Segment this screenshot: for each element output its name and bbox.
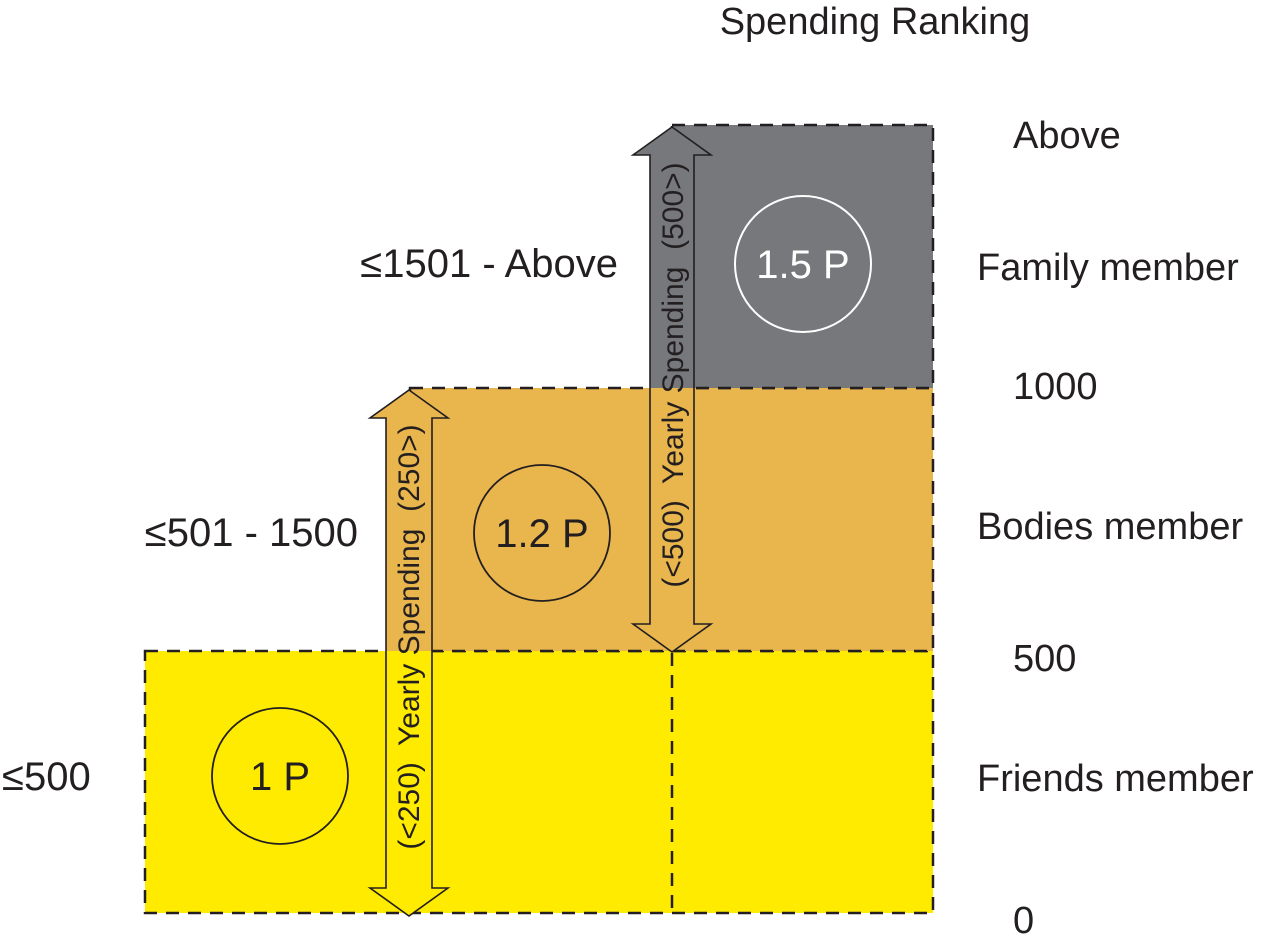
axis-label-above: Above xyxy=(1013,115,1121,157)
axis-label-500: 500 xyxy=(1013,638,1076,680)
friends-points-label: 1 P xyxy=(250,755,310,799)
friends-range-label: ≤500 xyxy=(2,755,91,799)
family-points-label: 1.5 P xyxy=(756,243,849,287)
family-range-label: ≤1501 - Above xyxy=(360,242,618,286)
friends-member-label: Friends member xyxy=(977,758,1254,800)
family-member-label: Family member xyxy=(977,247,1239,289)
yearly-spending-250-arrow-outline xyxy=(367,389,451,917)
bodies-points-circle xyxy=(473,464,611,602)
family-tier-box xyxy=(670,123,935,390)
yearly-spending-250-arrow: (<250) Yearly Spending (250>) xyxy=(367,389,451,917)
yearly-spending-500-arrow-lower-fill xyxy=(633,388,711,652)
yearly-spending-500-label: (<500) Yearly Spending (500>) xyxy=(657,162,690,587)
bodies-member-label: Bodies member xyxy=(977,506,1243,548)
friends-points-circle xyxy=(211,707,349,845)
yearly-spending-250-arrow-upper-fill xyxy=(370,390,448,651)
bodies-points-label: 1.2 P xyxy=(495,512,588,556)
yearly-spending-500-arrow-upper-fill xyxy=(633,127,711,388)
bodies-range-label: ≤501 - 1500 xyxy=(145,511,358,555)
yearly-spending-250-arrow-lower-fill xyxy=(370,651,448,916)
yearly-spending-250-label: (<250) Yearly Spending (250>) xyxy=(393,424,426,849)
yearly-spending-500-arrow-outline xyxy=(630,126,714,653)
family-points-circle xyxy=(734,195,872,333)
page-title: Spending Ranking xyxy=(720,1,1031,43)
axis-label-1000: 1000 xyxy=(1013,366,1098,408)
friends-tier-box xyxy=(143,649,935,915)
yearly-spending-500-arrow: (<500) Yearly Spending (500>) xyxy=(630,126,714,653)
axis-label-0: 0 xyxy=(1013,900,1034,942)
